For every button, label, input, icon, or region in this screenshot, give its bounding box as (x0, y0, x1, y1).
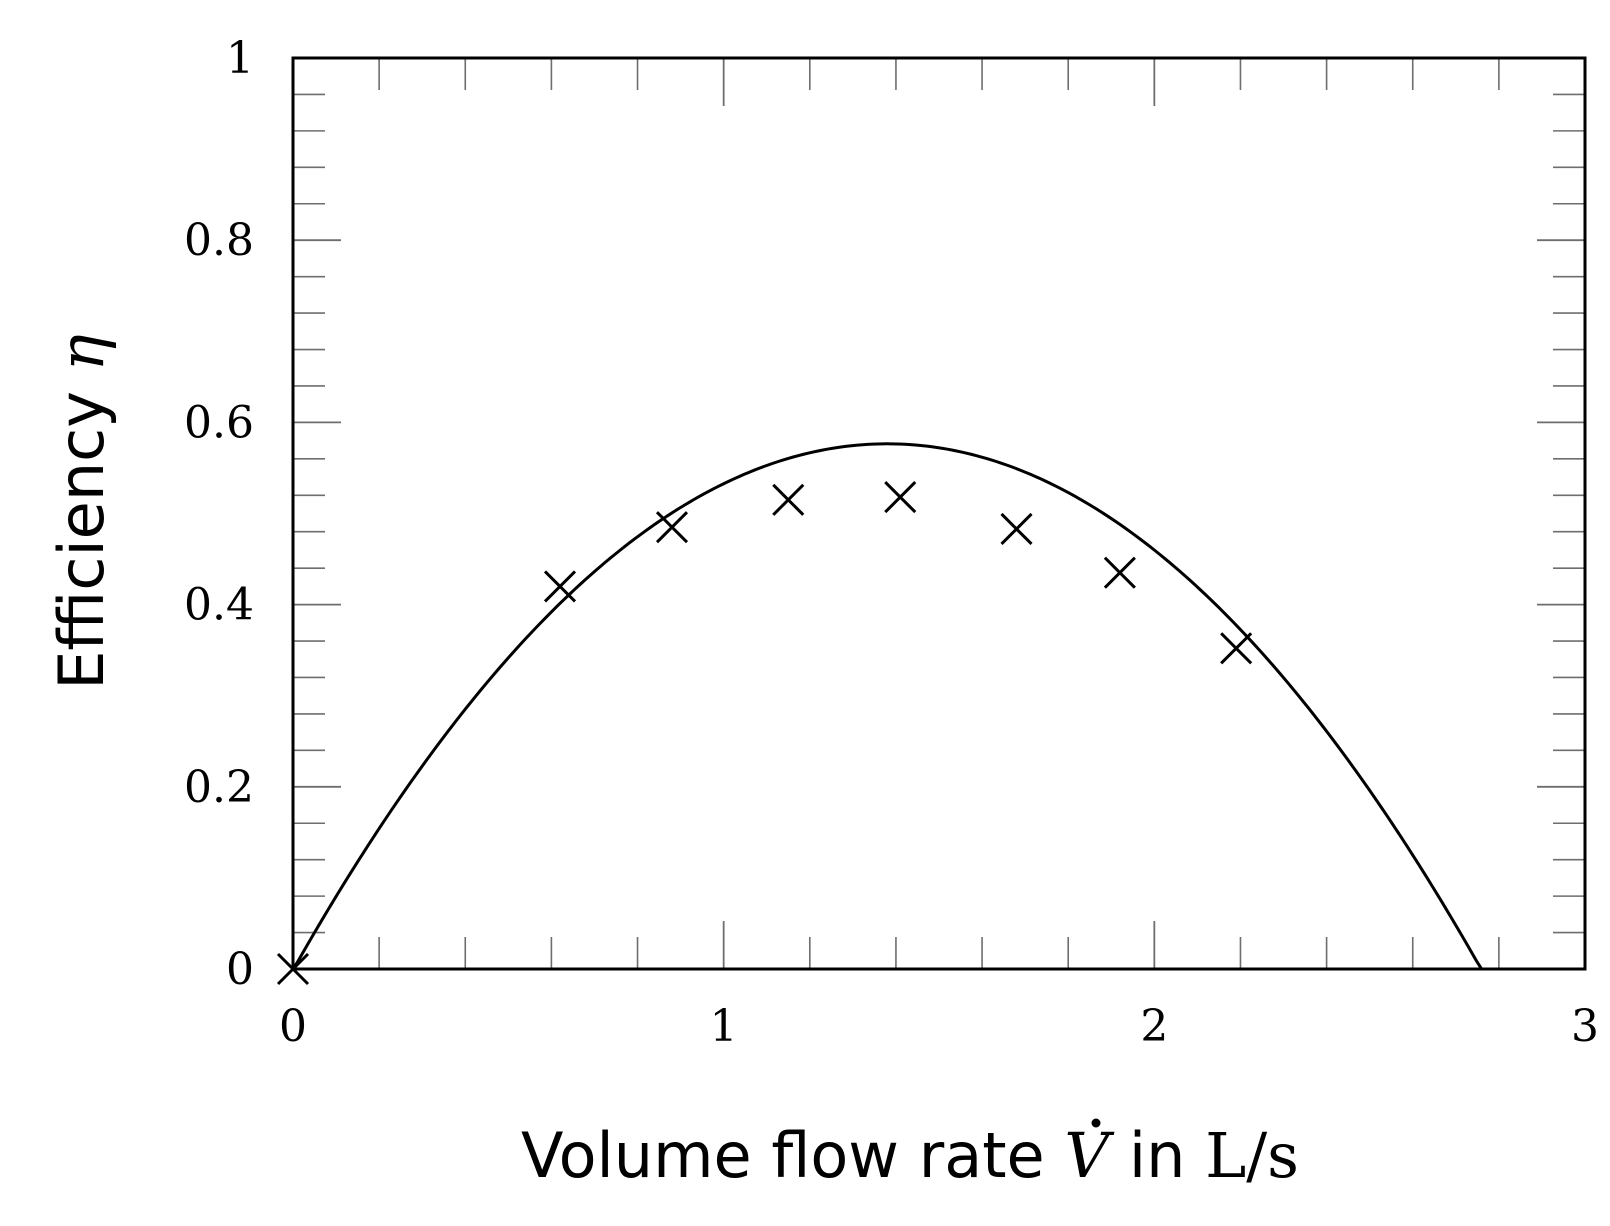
data-point (884, 481, 917, 514)
x-symbol-dot (1091, 1118, 1101, 1128)
y-tick-label: 0.2 (184, 762, 254, 813)
fit-curve (291, 442, 1483, 970)
data-point (1103, 556, 1136, 589)
y-tick-label: 0 (226, 944, 254, 995)
data-point-stroke (1220, 632, 1253, 665)
data-point (655, 511, 689, 544)
x-tick-labels: 0 1 2 3 (279, 1001, 1599, 1052)
y-tick-label: 0.4 (184, 580, 254, 631)
x-axis-title: Volume flow rate V in L/s (521, 1119, 1299, 1192)
data-point (1000, 512, 1033, 546)
data-point (276, 952, 310, 986)
data-markers (276, 481, 1253, 986)
plot-frame (291, 56, 1587, 971)
y-axis-symbol: η (45, 334, 118, 371)
y-tick-labels: 0 0.2 0.4 0.6 0.8 1 (184, 33, 254, 995)
y-tick-label: 0.8 (184, 215, 254, 266)
minor-ticks (293, 58, 1585, 969)
x-tick-label: 2 (1140, 1001, 1168, 1052)
data-point-stroke (1103, 556, 1136, 589)
x-axis-title-text: Volume flow rate (521, 1119, 1064, 1192)
y-axis-title: Efficiency η (45, 334, 118, 690)
x-axis-symbol: V (1064, 1119, 1115, 1192)
x-tick-label: 3 (1571, 1001, 1599, 1052)
data-point (543, 570, 577, 603)
y-axis-title-text: Efficiency (45, 371, 118, 689)
major-ticks (293, 58, 1585, 969)
x-axis-unit: L/s (1205, 1119, 1299, 1192)
y-tick-label: 0.6 (184, 397, 254, 448)
data-point-stroke (772, 483, 805, 516)
data-point (1220, 632, 1253, 665)
data-point-stroke (1000, 512, 1033, 546)
x-axis-title-mid: in (1109, 1119, 1205, 1192)
y-tick-label: 1 (226, 33, 254, 84)
data-point-stroke (276, 952, 310, 986)
x-tick-label: 0 (279, 1001, 307, 1052)
x-tick-label: 1 (710, 1001, 738, 1052)
data-point-stroke (543, 570, 577, 603)
data-point (772, 483, 805, 516)
data-point-stroke (884, 481, 917, 514)
data-point-stroke (655, 511, 689, 544)
